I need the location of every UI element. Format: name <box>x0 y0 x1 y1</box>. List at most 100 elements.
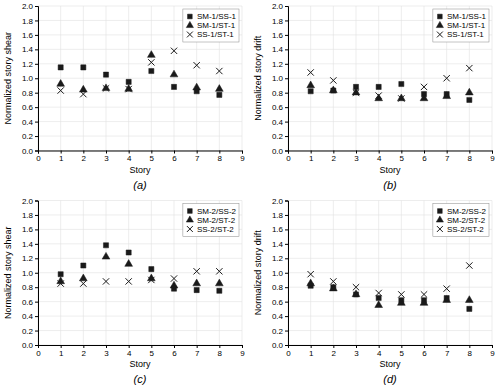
grid-line-y <box>38 78 242 79</box>
tick: 0 <box>36 345 41 358</box>
grid-line-y <box>38 301 242 302</box>
axis-domain <box>39 151 243 154</box>
grid-line-y <box>288 287 492 288</box>
point <box>375 92 381 98</box>
point <box>58 272 63 277</box>
tick-label: 4 <box>377 349 382 358</box>
plot-area <box>57 48 223 98</box>
point <box>353 284 359 290</box>
tick-mark <box>219 151 220 154</box>
tick-mark <box>285 316 288 317</box>
tick-label: 1.8 <box>22 17 34 26</box>
axis-domain <box>39 346 243 349</box>
tick-label: 0.8 <box>22 89 34 98</box>
legend-swatch <box>186 216 193 222</box>
y-axis-title: Normalized story drift <box>253 230 263 316</box>
grid-line-y <box>288 272 492 273</box>
tick-mark <box>35 287 38 288</box>
point <box>376 84 381 89</box>
tick-label: 1.4 <box>22 45 34 54</box>
grid-line-y <box>38 107 242 108</box>
axis-domain <box>289 151 493 154</box>
tick: 8 <box>218 151 223 164</box>
tick-mark <box>61 151 62 154</box>
tick-label: 1.4 <box>272 240 284 249</box>
tick: 0.2 <box>272 327 288 336</box>
tick: 1 <box>309 151 314 164</box>
point <box>397 299 405 306</box>
grid <box>38 6 242 151</box>
y-axis-title: Normalized story shear <box>3 226 13 319</box>
point <box>125 278 131 284</box>
y-axis: 0.00.20.40.60.81.01.21.41.61.82.0 <box>272 2 289 156</box>
tick-mark <box>151 151 152 154</box>
legend: SM-2/SS-2SM-2/ST-2SS-2/ST-2 <box>183 204 239 237</box>
tick-label: 7 <box>445 154 450 163</box>
tick: 2 <box>332 345 337 358</box>
tick-label: 1 <box>309 154 314 163</box>
tick-label: 3 <box>354 349 359 358</box>
tick-label: 6 <box>422 154 427 163</box>
tick-label: 0 <box>286 349 291 358</box>
legend-swatch <box>437 32 443 38</box>
point <box>193 279 201 286</box>
point <box>353 90 359 96</box>
tick: 2 <box>82 345 87 358</box>
tick: 4 <box>377 345 382 358</box>
plot-area <box>57 243 223 294</box>
tick-label: 0.4 <box>272 118 284 127</box>
tick-mark <box>35 302 38 303</box>
tick-mark <box>469 151 470 154</box>
x-axis: 0123456789 <box>36 151 245 164</box>
grid-line-y <box>38 63 242 64</box>
tick: 9 <box>240 345 245 358</box>
y-axis-title: Normalized story shear <box>3 32 13 125</box>
grid-line-y <box>38 330 242 331</box>
point <box>443 296 451 303</box>
grid-line-y <box>288 243 492 244</box>
tick: 1.4 <box>272 45 288 54</box>
grid-line-y <box>38 121 242 122</box>
tick-mark <box>242 345 243 348</box>
tick-label: 1.6 <box>272 31 284 40</box>
point <box>102 252 110 259</box>
tick: 0.4 <box>272 118 288 127</box>
tick-mark <box>35 136 38 137</box>
tick: 1.8 <box>272 211 288 220</box>
tick: 0.4 <box>22 118 38 127</box>
grid-line-y <box>288 63 492 64</box>
point <box>80 91 86 97</box>
point <box>466 262 472 268</box>
series <box>58 65 222 98</box>
tick-mark <box>35 20 38 21</box>
tick-label: 1.6 <box>22 225 34 234</box>
point <box>81 263 86 268</box>
series <box>307 65 472 102</box>
tick-label: 5 <box>400 154 405 163</box>
point <box>329 284 337 291</box>
tick-mark <box>129 345 130 348</box>
panel: 01234567890.00.20.40.60.81.01.21.41.61.8… <box>253 2 495 190</box>
tick: 1.2 <box>22 254 38 263</box>
x-axis: 0123456789 <box>286 345 495 358</box>
tick: 8 <box>468 151 473 164</box>
tick-label: 8 <box>468 154 473 163</box>
point <box>171 48 177 54</box>
point <box>58 65 63 70</box>
tick: 9 <box>240 151 245 164</box>
tick-mark <box>401 345 402 348</box>
point <box>307 81 315 88</box>
tick-mark <box>333 345 334 348</box>
plot-area <box>307 262 473 311</box>
tick-label: 1.4 <box>272 45 284 54</box>
point <box>307 279 315 286</box>
tick: 0.4 <box>272 312 288 321</box>
tick-label: 0.0 <box>272 147 284 156</box>
point <box>57 87 63 93</box>
tick-mark <box>106 345 107 348</box>
tick: 8 <box>218 345 223 358</box>
tick-mark <box>285 122 288 123</box>
tick: 1.2 <box>22 60 38 69</box>
tick: 4 <box>377 151 382 164</box>
tick-mark <box>285 273 288 274</box>
